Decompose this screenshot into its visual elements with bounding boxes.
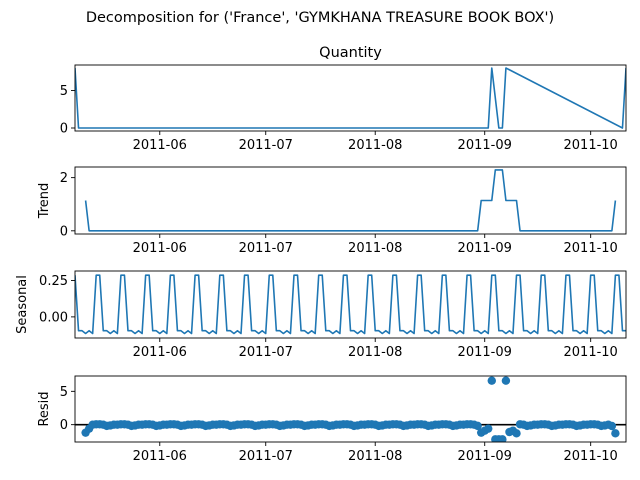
quantity-xtick-label: 2011-08: [348, 138, 402, 153]
quantity-title: Quantity: [319, 45, 382, 61]
trend-ytick-label: 0: [60, 224, 68, 239]
resid-panel: 2011-06 2011-07 2011-08 2011-09 2011-10 0 5 Res…: [37, 375, 627, 464]
trend-xtick-label: 2011-10: [564, 241, 618, 256]
quantity-panel: 2011-06 2011-07 2011-08 2011-09 2011-10 0 5 Qua…: [60, 45, 627, 153]
quantity-series-line: [75, 67, 626, 129]
seasonal-xtick-label: 2011-07: [239, 345, 293, 360]
seasonal-xtick-label: 2011-08: [348, 345, 402, 360]
trend-xtick-label: 2011-07: [239, 241, 293, 256]
trend-panel: 2011-06 2011-07 2011-08 2011-09 2011-10 0 2 Tre…: [37, 166, 627, 256]
quantity-ytick-label: 5: [60, 84, 68, 99]
trend-ylabel: Trend: [37, 183, 52, 220]
resid-xtick-label: 2011-06: [133, 449, 187, 464]
trend-series-line: [84, 169, 617, 232]
trend-axes-frame: [74, 166, 627, 235]
trend-ytick-label: 2: [60, 171, 68, 186]
figure-suptitle: Decomposition for ('France', 'GYMKHANA T…: [86, 10, 554, 26]
resid-point: [501, 376, 511, 385]
seasonal-panel: 2011-06 2011-07 2011-08 2011-09 2011-10 0.00 0…: [15, 270, 627, 360]
quantity-xtick-label: 2011-10: [564, 138, 618, 153]
trend-xtick-label: 2011-08: [348, 241, 402, 256]
trend-xtick-label: 2011-06: [133, 241, 187, 256]
resid-point: [473, 421, 482, 431]
quantity-ytick-label: 0: [60, 122, 68, 137]
resid-point: [498, 435, 507, 442]
seasonal-ytick-label: 0.25: [39, 274, 68, 289]
quantity-xtick-label: 2011-09: [458, 138, 512, 153]
resid-axes-frame: [74, 375, 627, 443]
seasonal-series-line: [75, 274, 626, 335]
resid-xtick-label: 2011-08: [348, 449, 402, 464]
quantity-xtick-label: 2011-06: [133, 138, 187, 153]
resid-xtick-label: 2011-07: [239, 449, 293, 464]
quantity-xtick-label: 2011-07: [239, 138, 293, 153]
resid-point: [611, 429, 620, 438]
quantity-axes-frame: [74, 64, 627, 132]
resid-point: [607, 421, 617, 431]
seasonal-xtick-label: 2011-06: [133, 345, 187, 360]
seasonal-ylabel: Seasonal: [15, 275, 30, 334]
trend-xtick-label: 2011-09: [458, 241, 512, 256]
seasonal-xtick-label: 2011-09: [458, 345, 512, 360]
resid-point: [484, 424, 493, 433]
resid-point: [512, 429, 521, 438]
resid-points: [81, 376, 620, 442]
seasonal-ytick-label: 0.00: [39, 310, 68, 325]
resid-xtick-label: 2011-10: [564, 449, 618, 464]
resid-ytick-label: 5: [60, 385, 68, 400]
resid-point: [487, 376, 496, 385]
resid-xtick-label: 2011-09: [458, 449, 512, 464]
resid-ytick-label: 0: [60, 418, 68, 433]
seasonal-xtick-label: 2011-10: [564, 345, 618, 360]
resid-ylabel: Resid: [37, 391, 52, 426]
seasonal-axes-frame: [74, 270, 627, 339]
